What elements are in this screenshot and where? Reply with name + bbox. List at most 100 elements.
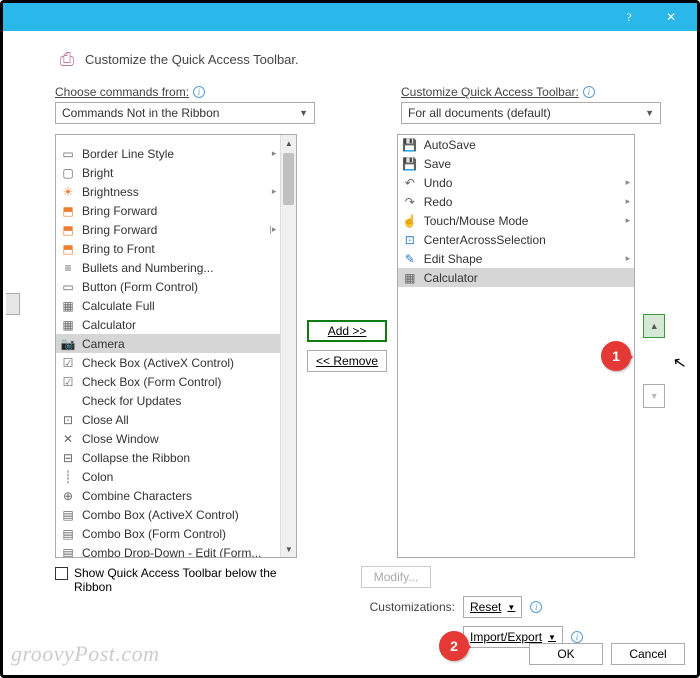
list-item[interactable]: ☑Check Box (ActiveX Control) [56, 353, 280, 372]
list-item[interactable]: ▤ Combo Box (ActiveX Control) [56, 505, 280, 524]
list-item[interactable]: ✎Edit Shape▸ [398, 249, 634, 268]
item-label: Combo Drop-Down - Edit (Form... [82, 546, 261, 558]
item-label: Combine Characters [82, 489, 192, 503]
item-label: Close All [82, 413, 129, 427]
move-up-button[interactable]: ▲ [643, 314, 665, 338]
item-label: Brightness [82, 185, 139, 199]
help-button[interactable]: ? [609, 3, 649, 31]
list-item[interactable]: ≡Bullets and Numbering... [56, 258, 280, 277]
list-item[interactable]: ▭Button (Form Control) [56, 277, 280, 296]
item-label: Bring to Front [82, 242, 155, 256]
item-label: Bring Forward [82, 204, 157, 218]
list-item[interactable]: ▤Combo Box (Form Control) [56, 524, 280, 543]
item-label: Undo [424, 176, 453, 190]
item-icon: ↷ [402, 194, 418, 210]
item-icon: ⊕ [60, 488, 76, 504]
item-icon: ⬒ [60, 203, 76, 219]
qat-list[interactable]: 💾AutoSave💾Save↶Undo▸↷Redo▸☝Touch/Mouse M… [397, 134, 635, 558]
list-item[interactable]: ☑Check Box (Form Control) [56, 372, 280, 391]
list-item[interactable]: ▦ Calculator [56, 315, 280, 334]
list-item[interactable]: ⬒Bring Forward|▸ [56, 220, 280, 239]
item-label: Combo Box (ActiveX Control) [82, 508, 239, 522]
item-label: Border Line Style [82, 147, 174, 161]
list-item[interactable]: ▦Calculator [398, 268, 634, 287]
list-item[interactable]: ☀Brightness▸ [56, 182, 280, 201]
choose-commands-select[interactable]: Commands Not in the Ribbon▼ [55, 102, 315, 124]
list-item[interactable]: ⊕ Combine Characters [56, 486, 280, 505]
item-icon: 💾 [402, 156, 418, 172]
item-label: Bullets and Numbering... [82, 261, 213, 275]
info-icon[interactable]: i [530, 601, 542, 613]
item-label: Check Box (ActiveX Control) [82, 356, 234, 370]
item-icon: ▤ [60, 507, 76, 523]
item-label: Calculator [424, 271, 478, 285]
list-item[interactable]: Check for Updates [56, 391, 280, 410]
customize-qat-select[interactable]: For all documents (default)▼ [401, 102, 661, 124]
customizations-label: Customizations: [355, 600, 455, 614]
scroll-thumb[interactable] [283, 153, 294, 205]
item-label: Combo Box (Form Control) [82, 527, 226, 541]
list-item[interactable]: ┊Colon [56, 467, 280, 486]
item-icon: ▭ [60, 146, 76, 162]
item-label: Save [424, 157, 451, 171]
list-item[interactable]: 💾AutoSave [398, 135, 634, 154]
item-label: CenterAcrossSelection [424, 233, 546, 247]
list-item[interactable]: ↶Undo▸ [398, 173, 634, 192]
item-icon: ⊡ [402, 232, 418, 248]
item-label: Calculate Full [82, 299, 155, 313]
item-icon: ✎ [402, 251, 418, 267]
item-icon: ▤ [60, 545, 76, 558]
scrollbar[interactable]: ▲ ▼ [280, 135, 296, 557]
list-item[interactable]: ▭Border Line Style▸ [56, 144, 280, 163]
list-item[interactable]: 💾 Save [398, 154, 634, 173]
item-label: Collapse the Ribbon [82, 451, 190, 465]
info-icon[interactable]: i [193, 86, 205, 98]
callout-badge-2: 2 [439, 631, 469, 661]
list-item[interactable]: ▢Bright [56, 163, 280, 182]
list-item[interactable]: ✕Close Window [56, 429, 280, 448]
list-item[interactable]: ⊡Close All [56, 410, 280, 429]
reset-button[interactable]: Reset▼ [463, 596, 522, 618]
item-icon: ☑ [60, 374, 76, 390]
item-icon: ⬒ [60, 241, 76, 257]
item-icon: ☝ [402, 213, 418, 229]
list-item[interactable]: ↷Redo▸ [398, 192, 634, 211]
list-item[interactable]: ⬒ Bring Forward [56, 201, 280, 220]
info-icon[interactable]: i [571, 631, 583, 643]
item-label: Bring Forward [82, 223, 157, 237]
item-icon: ⬒ [60, 222, 76, 238]
item-icon: ▦ [60, 317, 76, 333]
modify-button: Modify... [361, 566, 431, 588]
show-below-checkbox[interactable] [55, 567, 68, 580]
item-icon [60, 393, 76, 409]
list-item[interactable]: 📷Camera [56, 334, 280, 353]
remove-button[interactable]: << Remove [307, 350, 387, 372]
dialog-title: Customize the Quick Access Toolbar. [85, 52, 299, 67]
item-icon: 💾 [402, 137, 418, 153]
add-button[interactable]: Add >> [307, 320, 387, 342]
show-below-label: Show Quick Access Toolbar below the Ribb… [74, 566, 299, 594]
ok-button[interactable]: OK [529, 643, 603, 665]
item-icon: ⊟ [60, 450, 76, 466]
item-icon: ▦ [60, 298, 76, 314]
list-item[interactable]: ▤ Combo Drop-Down - Edit (Form... [56, 543, 280, 557]
move-down-button[interactable]: ▼ [643, 384, 665, 408]
list-item[interactable]: ☝Touch/Mouse Mode▸ [398, 211, 634, 230]
commands-list[interactable]: ▭Border Line Style▸▢Bright☀Brightness▸⬒B… [55, 134, 297, 558]
item-label: Calculator [82, 318, 136, 332]
info-icon[interactable]: i [583, 86, 595, 98]
item-label: Edit Shape [424, 252, 483, 266]
list-item[interactable]: ▦ Calculate Full [56, 296, 280, 315]
cancel-button[interactable]: Cancel [611, 643, 685, 665]
titlebar: ? ✕ [3, 3, 697, 31]
item-icon: ▭ [60, 279, 76, 295]
item-icon: ▢ [60, 165, 76, 181]
item-label: Touch/Mouse Mode [424, 214, 529, 228]
list-item[interactable]: ⬒ Bring to Front [56, 239, 280, 258]
item-icon: 📷 [60, 336, 76, 352]
list-item[interactable]: ⊟ Collapse the Ribbon [56, 448, 280, 467]
list-item[interactable]: ⊡ CenterAcrossSelection [398, 230, 634, 249]
item-icon: ✕ [60, 431, 76, 447]
close-button[interactable]: ✕ [651, 3, 691, 31]
choose-label: Choose commands from: [55, 85, 189, 99]
